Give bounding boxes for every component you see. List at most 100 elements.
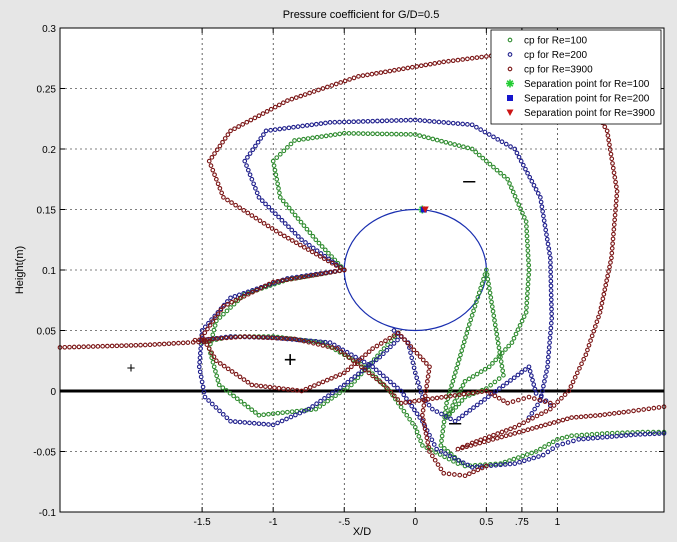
series-1-point [299, 337, 304, 343]
series-1 [196, 117, 667, 470]
series-1-point [341, 382, 347, 388]
series-0-point [316, 240, 322, 246]
series-2-point [301, 244, 307, 250]
series-2-point [547, 406, 553, 412]
series-2-point [613, 203, 619, 208]
series-2-point [460, 57, 466, 62]
y-tick-label-4: 0.1 [42, 266, 56, 277]
series-1-point [581, 436, 586, 442]
series-1-point [523, 166, 528, 172]
series-2-point [329, 260, 335, 266]
series-2-point [242, 334, 248, 339]
series-2-point [258, 383, 264, 389]
series-0-point [495, 340, 501, 346]
series-1-point [539, 204, 545, 210]
series-2-point [420, 357, 426, 363]
series-2-point [425, 396, 431, 402]
series-2-point [611, 411, 617, 416]
series-0-point [447, 411, 452, 417]
series-1-point [519, 369, 524, 375]
series-2-point [395, 397, 401, 402]
series-0-point [410, 420, 415, 426]
series-1-point [427, 432, 432, 438]
series-2-point [455, 57, 461, 63]
series-0-point [473, 149, 479, 155]
series-2-point [293, 275, 298, 281]
series-1-point [548, 330, 553, 336]
series-2-point [450, 58, 456, 64]
series-2-point [248, 117, 254, 123]
series-0-point [461, 144, 466, 150]
series-2-point [574, 414, 579, 420]
series-2-point [432, 457, 438, 463]
series-2-point [591, 328, 597, 334]
series-1-point [380, 373, 386, 379]
series-1-point [642, 431, 648, 437]
series-1-point [486, 132, 492, 137]
series-2-point [281, 233, 287, 239]
series-2-point [241, 293, 247, 299]
series-2-point [495, 431, 501, 436]
series-1-point [370, 360, 376, 366]
series-1-point [427, 118, 432, 124]
series-2-point [530, 415, 535, 421]
series-0-point [270, 158, 276, 164]
series-1-point [431, 442, 437, 447]
series-2-point [317, 254, 323, 259]
series-0-point [519, 318, 525, 324]
series-1-point [485, 394, 491, 400]
series-1-point [637, 432, 643, 437]
series-1-point [395, 385, 400, 391]
series-0-point [408, 132, 413, 137]
cylinder [343, 208, 487, 332]
series-1-point [197, 355, 203, 361]
series-2-point [585, 347, 590, 353]
series-1-point [375, 118, 380, 124]
series-2-point [219, 335, 225, 341]
series-1-point [388, 344, 393, 350]
series-0-point [441, 446, 447, 451]
series-2-point [268, 106, 274, 112]
legend-marker-0 [507, 37, 513, 43]
series-0-point [360, 131, 366, 136]
series-1-point [398, 388, 404, 394]
series-2-point [424, 361, 429, 366]
series-1-point [465, 462, 471, 468]
series-2-point [588, 338, 593, 343]
series-2-point [551, 420, 557, 425]
series-1-point [395, 337, 400, 343]
series-1-point [202, 394, 208, 400]
series-1-point [436, 119, 442, 125]
series-1-point [412, 370, 418, 376]
series-0-point [289, 209, 295, 214]
series-1-point [548, 320, 554, 326]
series-2-point [225, 197, 230, 203]
series-2-point [601, 291, 607, 297]
series-0-point [325, 398, 331, 404]
series-1-point [549, 311, 554, 317]
x-axis-label: X/D [353, 526, 371, 538]
series-1-point [346, 119, 352, 125]
series-2-point [599, 300, 605, 306]
series-1-point [337, 119, 342, 125]
series-2-point [427, 364, 432, 370]
series-2-point [213, 176, 219, 182]
series-2-point [491, 432, 496, 438]
legend-marker-1 [507, 52, 513, 57]
series-2-point [508, 426, 513, 432]
series-2-point [366, 349, 372, 355]
series-1-point [439, 411, 444, 417]
series-2-point [342, 352, 348, 358]
series-2-point [421, 403, 427, 408]
series-0-point [329, 254, 334, 259]
series-2-point [525, 427, 531, 433]
series-2-point [221, 363, 227, 369]
series-1-point [525, 170, 530, 176]
series-1-point [469, 464, 475, 470]
series-2-point [346, 355, 352, 361]
series-1-point [508, 144, 513, 149]
series-2-point [381, 382, 387, 388]
series-0-point [281, 148, 287, 154]
series-0-point [474, 371, 480, 377]
series-2-point [602, 287, 608, 293]
